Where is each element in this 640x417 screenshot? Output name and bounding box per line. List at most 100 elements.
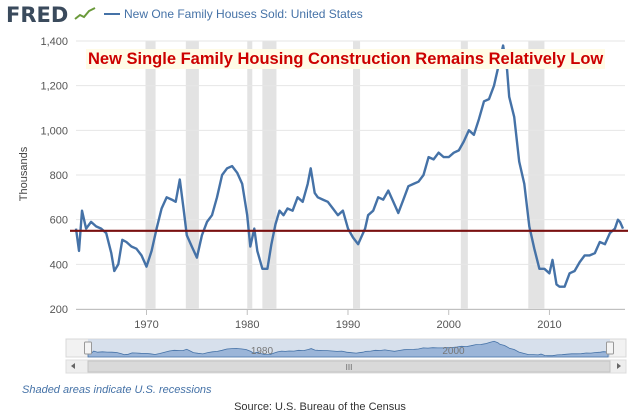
data-point[interactable] [265, 266, 270, 271]
data-point[interactable] [281, 213, 286, 218]
data-point[interactable] [285, 206, 290, 211]
data-point[interactable] [225, 166, 230, 171]
data-point[interactable] [240, 181, 245, 186]
data-point[interactable] [351, 235, 356, 240]
data-point[interactable] [269, 242, 274, 247]
data-point[interactable] [189, 244, 194, 249]
data-point[interactable] [139, 253, 144, 258]
data-point[interactable] [416, 179, 421, 184]
data-point[interactable] [273, 222, 278, 227]
data-point[interactable] [587, 253, 592, 258]
data-point[interactable] [618, 219, 623, 224]
data-point[interactable] [116, 262, 121, 267]
data-point[interactable] [547, 271, 552, 276]
data-point[interactable] [517, 159, 522, 164]
data-point[interactable] [562, 284, 567, 289]
data-point[interactable] [537, 266, 542, 271]
series-legend-label[interactable]: New One Family Houses Sold: United State… [124, 7, 363, 21]
data-point[interactable] [461, 139, 466, 144]
data-point[interactable] [386, 188, 391, 193]
data-point[interactable] [577, 260, 582, 265]
fred-logo[interactable]: FRED [6, 3, 69, 27]
data-point[interactable] [532, 246, 537, 251]
data-point[interactable] [77, 248, 82, 253]
data-point[interactable] [305, 181, 310, 186]
data-point[interactable] [215, 195, 220, 200]
data-point[interactable] [446, 155, 451, 160]
data-point[interactable] [550, 257, 555, 262]
data-point[interactable] [572, 269, 577, 274]
data-point[interactable] [401, 197, 406, 202]
data-point[interactable] [220, 173, 225, 178]
data-point[interactable] [177, 177, 182, 182]
data-point[interactable] [567, 271, 572, 276]
data-point[interactable] [308, 166, 313, 171]
data-point[interactable] [492, 83, 497, 88]
data-point[interactable] [582, 253, 587, 258]
data-point[interactable] [356, 242, 361, 247]
data-point[interactable] [456, 148, 461, 153]
data-point[interactable] [109, 251, 114, 256]
data-point[interactable] [335, 213, 340, 218]
data-point[interactable] [366, 213, 371, 218]
data-point[interactable] [235, 170, 240, 175]
data-point[interactable] [129, 244, 134, 249]
data-point[interactable] [144, 264, 149, 269]
data-point[interactable] [406, 184, 411, 189]
data-point[interactable] [597, 240, 602, 245]
series-line[interactable] [74, 44, 625, 288]
data-point[interactable] [80, 208, 85, 213]
data-point[interactable] [512, 114, 517, 119]
data-point[interactable] [260, 266, 265, 271]
data-point[interactable] [300, 199, 305, 204]
data-point[interactable] [592, 251, 597, 256]
data-point[interactable] [501, 43, 506, 48]
data-point[interactable] [359, 235, 364, 240]
data-point[interactable] [210, 213, 215, 218]
data-point[interactable] [381, 197, 386, 202]
data-point[interactable] [320, 197, 325, 202]
scroll-left-arrow-icon[interactable] [71, 363, 75, 369]
data-point[interactable] [391, 199, 396, 204]
data-point[interactable] [199, 233, 204, 238]
data-point[interactable] [426, 155, 431, 160]
data-point[interactable] [181, 208, 186, 213]
data-point[interactable] [557, 284, 562, 289]
data-point[interactable] [330, 206, 335, 211]
data-point[interactable] [230, 164, 235, 169]
data-point[interactable] [522, 181, 527, 186]
data-point[interactable] [602, 242, 607, 247]
data-point[interactable] [325, 199, 330, 204]
data-point[interactable] [411, 181, 416, 186]
data-point[interactable] [173, 199, 178, 204]
data-point[interactable] [396, 211, 401, 216]
data-point[interactable] [205, 219, 210, 224]
data-point[interactable] [255, 248, 260, 253]
data-point[interactable] [164, 195, 169, 200]
data-point[interactable] [245, 213, 250, 218]
data-point[interactable] [194, 255, 199, 260]
data-point[interactable] [436, 150, 441, 155]
data-point[interactable] [441, 155, 446, 160]
data-point[interactable] [371, 208, 376, 213]
data-point[interactable] [248, 244, 253, 249]
navigator-handle[interactable] [606, 341, 614, 355]
data-point[interactable] [431, 157, 436, 162]
data-point[interactable] [482, 99, 487, 104]
data-point[interactable] [451, 150, 456, 155]
data-point[interactable] [527, 224, 532, 229]
data-point[interactable] [94, 224, 99, 229]
navigator-handle[interactable] [84, 341, 92, 355]
data-point[interactable] [159, 206, 164, 211]
data-point[interactable] [290, 208, 295, 213]
data-point[interactable] [487, 97, 492, 102]
data-point[interactable] [149, 248, 154, 253]
scrollbar-thumb[interactable] [87, 360, 611, 373]
data-point[interactable] [124, 240, 129, 245]
data-point[interactable] [184, 233, 189, 238]
scroll-right-arrow-icon[interactable] [617, 363, 621, 369]
data-point[interactable] [112, 269, 117, 274]
data-point[interactable] [421, 173, 426, 178]
data-point[interactable] [340, 208, 345, 213]
